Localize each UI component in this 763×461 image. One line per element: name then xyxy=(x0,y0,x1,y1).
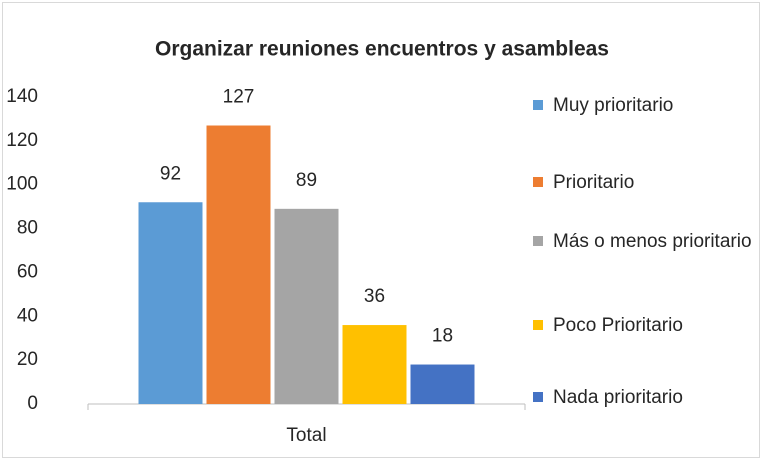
bar xyxy=(410,364,475,404)
data-label: 92 xyxy=(160,163,181,184)
y-tick-label: 40 xyxy=(17,305,38,326)
legend-label: Muy prioritario xyxy=(553,94,674,116)
y-tick-label: 60 xyxy=(17,261,38,282)
legend-label: Nada prioritario xyxy=(553,386,683,408)
bar xyxy=(342,325,407,404)
data-label: 89 xyxy=(296,170,317,191)
bar xyxy=(206,125,271,404)
data-label: 18 xyxy=(432,326,453,347)
y-tick-label: 80 xyxy=(17,218,38,239)
legend-label: Prioritario xyxy=(553,171,635,193)
chart-title: Organizar reuniones encuentros y asamble… xyxy=(155,38,609,61)
legend-swatch xyxy=(533,177,543,187)
y-tick-label: 100 xyxy=(6,174,38,195)
y-tick-label: 140 xyxy=(6,86,38,107)
y-tick-label: 0 xyxy=(27,393,38,414)
bar xyxy=(138,202,203,404)
data-label: 36 xyxy=(364,286,385,307)
legend-swatch xyxy=(533,392,543,402)
legend-label: Poco Prioritario xyxy=(553,314,683,336)
legend-swatch xyxy=(533,320,543,330)
legend-swatch xyxy=(533,100,543,110)
bar xyxy=(274,208,339,404)
legend-label: Más o menos prioritario xyxy=(553,230,752,252)
legend-swatch xyxy=(533,236,543,246)
y-tick-label: 120 xyxy=(6,130,38,151)
x-tick-label: Total xyxy=(286,425,326,446)
y-tick-label: 20 xyxy=(17,349,38,370)
data-label: 127 xyxy=(223,87,255,108)
